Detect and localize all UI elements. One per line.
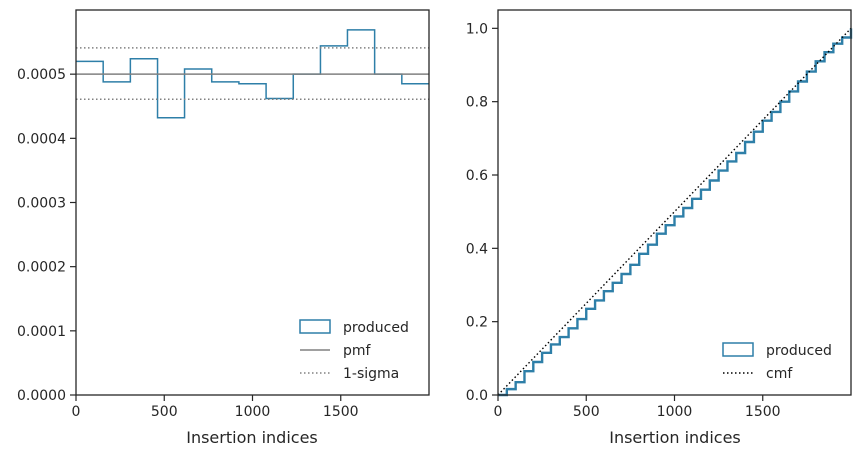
left-y-tick-label: 0.0004 — [17, 131, 66, 147]
right-x-tick-label: 0 — [494, 404, 503, 420]
left-x-tick-label: 0 — [72, 404, 81, 420]
right-x-tick-label: 1000 — [657, 404, 693, 420]
right-y-tick-label: 0.0 — [466, 388, 488, 404]
right-legend: produced cmf — [722, 342, 832, 382]
left-x-axis-label: Insertion indices — [186, 428, 318, 447]
left-y-tick-label: 0.0002 — [17, 260, 66, 276]
right-y-tick-label: 1.0 — [466, 21, 488, 37]
right-x-tick-label: 500 — [573, 404, 600, 420]
left-panel: 0 500 1000 1500 0.00000.00010.00020.00030.0… — [17, 9, 430, 447]
right-x-tick-label: 1500 — [745, 404, 781, 420]
right-y-tick-label: 0.4 — [466, 241, 488, 257]
left-y-tick-label: 0.0003 — [17, 196, 66, 212]
left-legend-produced: produced — [343, 320, 409, 336]
series-produced-step — [498, 28, 853, 397]
right-panel: 0 500 1000 1500 0.0 0.2 0.4 0.6 0.8 1.0 Insertio… — [466, 9, 853, 447]
left-y-tick-label: 0.0001 — [17, 324, 66, 340]
right-legend-produced: produced — [766, 343, 832, 359]
left-x-ticks: 0 500 1000 1500 — [72, 395, 359, 420]
right-y-tick-label: 0.2 — [466, 315, 488, 331]
series-cmf-line — [497, 27, 852, 396]
left-plot-marks — [76, 29, 429, 119]
right-y-tick-label: 0.6 — [466, 168, 488, 184]
legend-produced-swatch — [299, 319, 331, 334]
left-legend-pmf: pmf — [343, 343, 372, 359]
legend-produced-swatch — [722, 342, 754, 357]
right-y-tick-label: 0.8 — [466, 95, 488, 111]
right-legend-cmf: cmf — [766, 366, 793, 382]
left-legend: produced pmf 1-sigma — [299, 319, 409, 382]
left-y-ticks: 0.0000 0.0001 0.0002 0.0003 0.0004 0.0005 — [17, 67, 76, 404]
right-plot-marks — [497, 27, 853, 397]
left-y-tick-label: 0.0005 — [17, 67, 66, 83]
left-legend-1-sigma: 1-sigma — [343, 366, 399, 382]
right-y-ticks: 0.0 0.2 0.4 0.6 0.8 1.0 — [466, 21, 498, 404]
right-axes-frame — [497, 9, 852, 396]
left-y-tick-label: 0.0000 — [17, 388, 66, 404]
left-x-tick-label: 1500 — [323, 404, 359, 420]
series-produced-step — [76, 29, 429, 119]
right-x-ticks: 0 500 1000 1500 — [494, 395, 781, 420]
right-x-axis-label: Insertion indices — [609, 428, 741, 447]
left-axes-frame — [75, 9, 430, 396]
left-x-tick-label: 1000 — [235, 404, 271, 420]
left-x-tick-label: 500 — [151, 404, 178, 420]
